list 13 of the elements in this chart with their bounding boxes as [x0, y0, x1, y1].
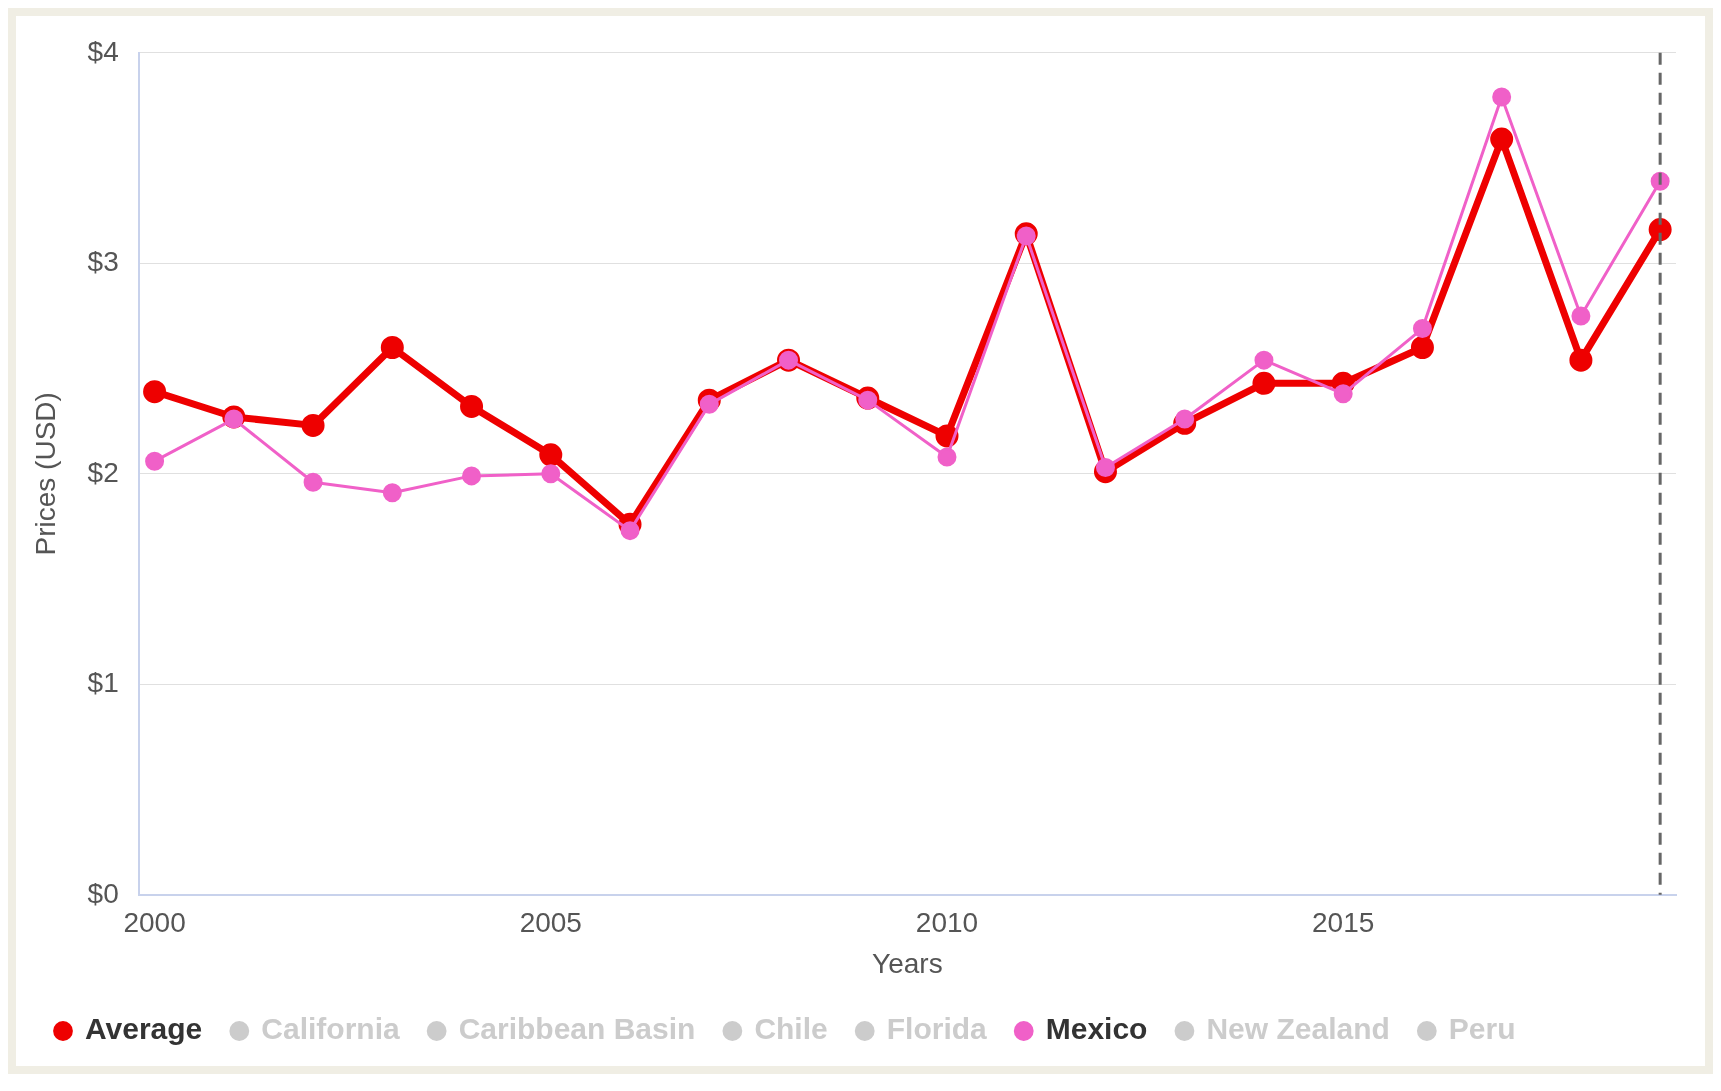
x-tick-label: 2010: [915, 907, 979, 939]
legend-label: Mexico: [1045, 1012, 1148, 1046]
y-tick-label: $3: [87, 246, 119, 278]
x-axis-title: Years: [872, 947, 943, 979]
y-axis-title: Prices (USD): [29, 392, 61, 556]
y-tick-label: $0: [87, 877, 119, 909]
y-tick-label: $2: [87, 456, 119, 488]
x-tick-label: 2005: [519, 907, 582, 939]
legend-label: Average: [85, 1012, 203, 1046]
x-tick-label: 2015: [1312, 907, 1375, 939]
y-tick-label: $1: [87, 667, 119, 699]
y-tick-label: $4: [87, 35, 119, 67]
x-tick-label: 2000: [123, 907, 186, 939]
